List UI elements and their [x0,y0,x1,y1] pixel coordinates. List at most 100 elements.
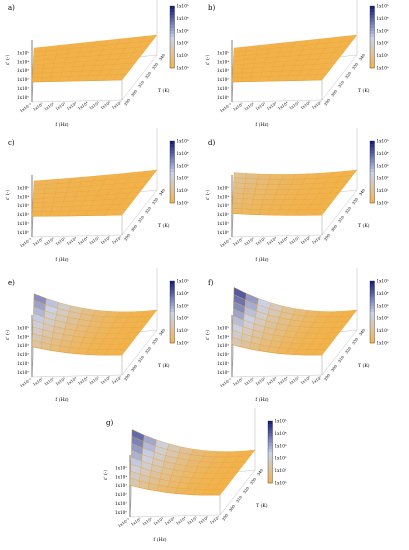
z-tick-label: 1x10⁴ [115,474,127,479]
z-tick-label: 1x10⁴ [17,194,29,199]
colorbar-segment [268,421,273,425]
x-tick-label: 1x10⁷ [111,234,123,245]
x-tick-label: 1x10⁷ [111,374,123,385]
surface-patch [32,72,43,78]
colorbar-segment [370,55,375,59]
colorbar-segment [370,308,375,313]
x-tick-label: 1x10⁰ [232,236,244,247]
surface-patch [242,198,254,205]
y-tick-label: 320 [144,345,153,354]
surface-patch [33,184,46,190]
colorbar-tick-label: 1x10³ [377,28,389,33]
colorbar-segment [170,187,175,191]
colorbar-tick-label: 1x10⁴ [177,151,189,156]
colorbar-tick-label: 1x10⁰ [377,66,389,71]
colorbar-frame [267,420,273,484]
surface-patch [33,188,46,195]
panel-label: g) [106,419,113,427]
surface-front-edge [231,344,323,356]
colorbar-segment [268,467,273,471]
colorbar-segment [268,470,273,474]
colorbar-segment [268,430,273,434]
colorbar-segment [370,336,375,341]
x-tick-label: 1x10⁰ [232,101,244,112]
surface-patch [231,208,242,215]
y-tick-label: 290 [123,372,132,381]
colorbar-tick-label: 1x10² [177,41,189,46]
y-tick-label: 300 [330,88,339,97]
x-tick-label: 1x10⁰ [32,236,44,247]
y-tick-label: 320 [144,205,153,214]
colorbar-segment [170,196,175,201]
colorbar-tick-label: 1x10⁴ [377,291,389,296]
surface-patch [43,192,56,199]
colorbar-segment [370,187,375,191]
colorbar-tick-label: 1x10⁵ [377,4,389,9]
y-tick-label: 330 [351,336,360,345]
colorbar-segment [170,37,175,41]
x-tick-label: 1x10⁰ [32,101,44,112]
surface-patch [140,34,158,43]
colorbar-tick-label: 1x10³ [275,443,287,448]
colorbar-segment [170,24,175,28]
panel-label: b) [208,4,215,12]
y-tick-label: 300 [130,88,139,97]
x-tick-label: 1x10⁶ [99,235,111,246]
colorbar-segment [370,293,375,297]
colorbar-segment [170,284,175,288]
surface-patch [232,187,245,194]
surface-patch [52,62,66,69]
colorbar-segment [170,18,175,22]
colorbar-tick-label: 1x10¹ [377,53,389,58]
surface-patch [49,211,61,217]
colorbar-segment [170,52,175,56]
colorbar-segment [170,324,175,328]
x-axis-label: f (Hz) [255,121,268,128]
z-axis-label: ε' (-) [204,55,211,65]
x-tick-label: 1x10⁶ [99,375,111,386]
surface-patch [245,173,259,180]
x-tick-label: 1x10³ [266,100,278,111]
x-tick-label: 1x10¹ [243,101,255,112]
surface-patch [244,183,257,190]
surface-patch [252,62,266,69]
colorbar-segment [370,299,375,303]
surface-patch [42,63,55,69]
surface-patch [252,194,266,200]
z-tick-label: 1x10¹ [17,361,29,366]
colorbar-segment [170,336,175,341]
x-tick-label: 1x10³ [66,100,78,111]
surface-patch [52,196,66,203]
z-tick-label: 1x10³ [17,203,29,208]
z-tick-label: 1x10² [217,77,229,82]
colorbar-segment [170,321,175,325]
colorbar-segment [268,464,273,468]
colorbar-segment [268,455,273,459]
colorbar-tick-label: 1x10⁴ [177,16,189,21]
colorbar-segment [370,165,375,170]
surface-patch [269,174,284,180]
colorbar-segment [170,49,175,53]
colorbar-segment [370,27,375,32]
x-tick-label: 1x10⁵ [88,100,100,111]
panel-label: e) [8,279,15,287]
colorbar-segment [170,181,175,185]
colorbar-segment [170,193,175,198]
colorbar-segment [170,15,175,19]
surface-patch [231,77,242,83]
colorbar-segment [268,476,273,481]
x-tick-label: 1x10⁵ [88,375,100,386]
x-tick-label: 1x10⁷ [311,374,323,385]
colorbar-segment [170,43,175,47]
colorbar-segment [170,30,175,35]
surface-patch [241,203,253,210]
surface-front-edge [31,214,123,217]
colorbar-segment [170,296,175,300]
x-tick-label: 1x10⁶ [299,235,311,246]
surface-patch [54,192,67,198]
y-tick-label: 310 [137,354,146,363]
